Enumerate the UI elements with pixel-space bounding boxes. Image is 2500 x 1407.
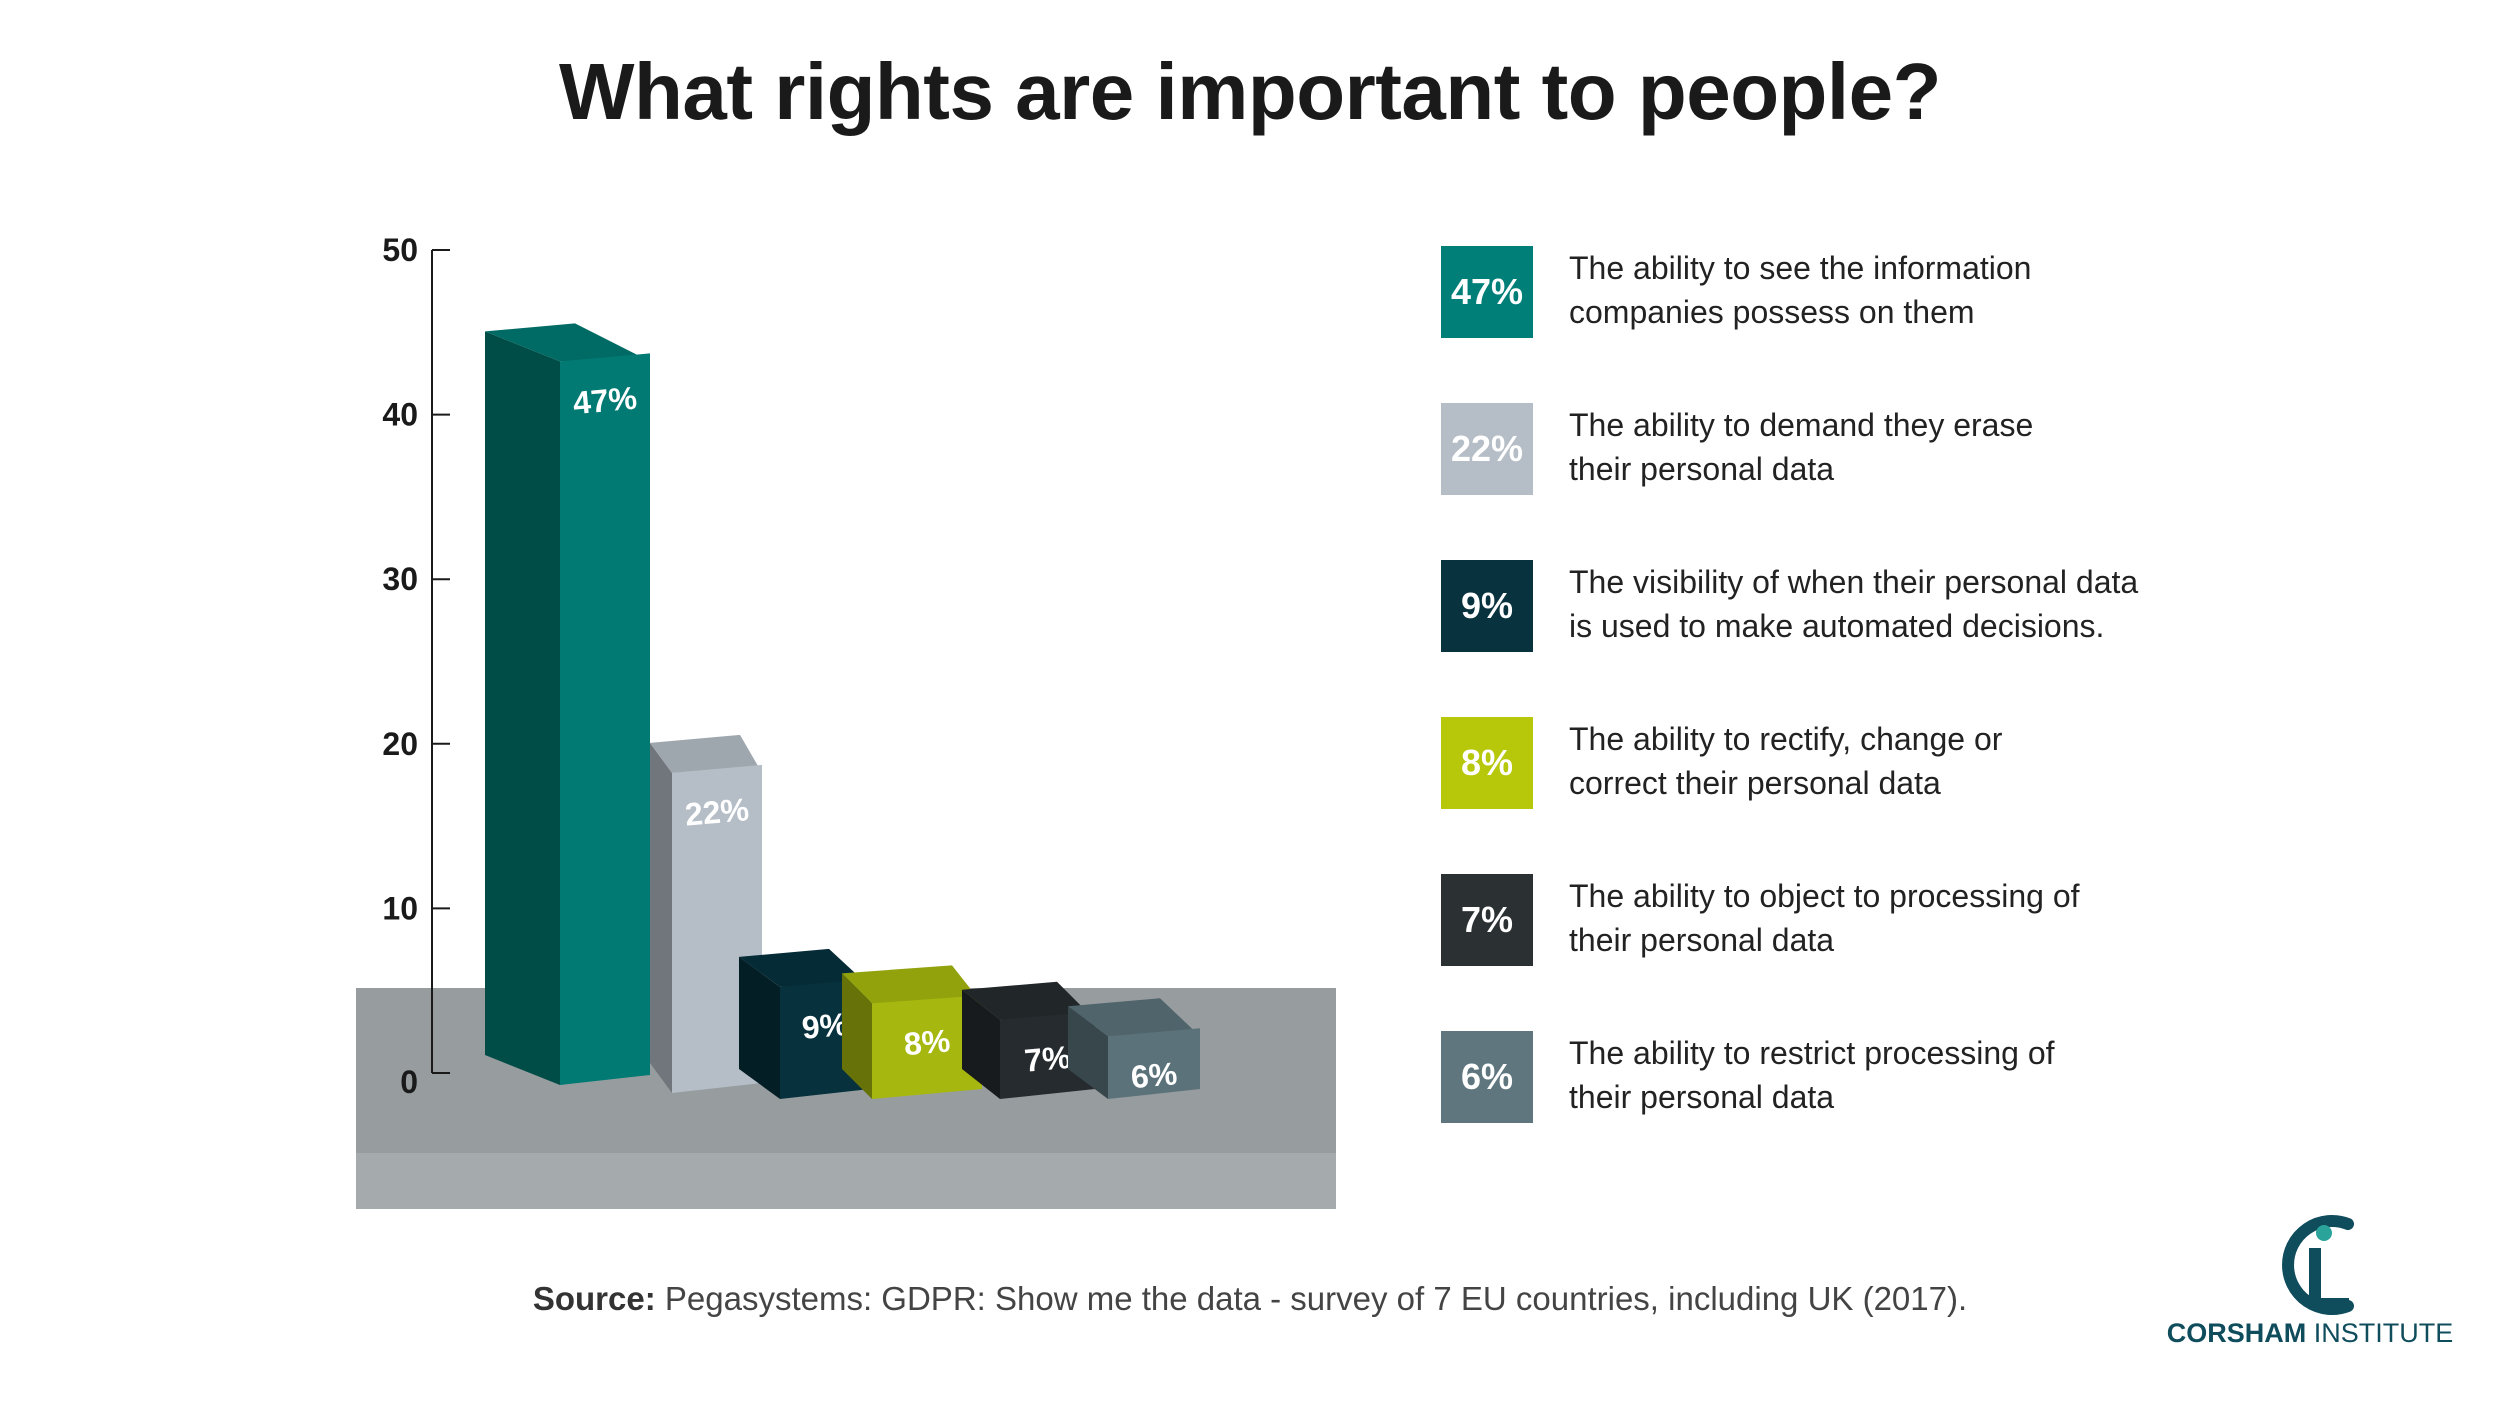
bar-top <box>485 323 650 362</box>
bar-top <box>739 948 870 987</box>
corsham-institute-logo: CORSHAM INSTITUTE <box>2150 1210 2470 1360</box>
bar-value-label: 22% <box>683 791 750 832</box>
bar-side <box>485 331 560 1085</box>
legend-label: The ability to object to processing of t… <box>1569 874 2289 962</box>
legend-label-line: correct their personal data <box>1569 765 1941 801</box>
legend-label-line: The ability to object to processing of <box>1569 878 2080 914</box>
legend-label: The ability to rectify, change or correc… <box>1569 717 2289 805</box>
bar-top <box>962 981 1095 1020</box>
bar <box>872 995 982 1099</box>
legend-label-line: their personal data <box>1569 451 1835 487</box>
legend-swatch: 7% <box>1441 874 1533 966</box>
legend-swatch: 9% <box>1441 560 1533 652</box>
logo-word-corsham: CORSHAM <box>2166 1318 2307 1348</box>
legend-item: 7% The ability to object to processing o… <box>1441 874 2441 966</box>
legend-label-line: The ability to demand they erase <box>1569 407 2034 443</box>
legend-label-line: their personal data <box>1569 1079 1835 1115</box>
bar-side <box>650 742 672 1093</box>
bar-value-label: 7% <box>1023 1039 1072 1079</box>
source-label: Source: <box>532 1280 656 1317</box>
bar-top <box>1068 998 1200 1037</box>
corsham-ci-icon <box>2282 1215 2354 1315</box>
legend-label: The ability to see the information compa… <box>1569 246 2289 334</box>
bar-side <box>1068 1006 1108 1099</box>
legend-label-line: The ability to see the information <box>1569 250 2032 286</box>
legend-label-line: The ability to restrict processing of <box>1569 1035 2055 1071</box>
bar-top <box>650 734 762 773</box>
legend-label-line: The visibility of when their personal da… <box>1569 564 2139 600</box>
legend-label-line: their personal data <box>1569 922 1835 958</box>
bar-side <box>842 973 872 1099</box>
bar-side <box>962 989 1000 1099</box>
legend-swatch: 22% <box>1441 403 1533 495</box>
y-axis-tick-label: 50 <box>382 232 418 268</box>
legend-swatch: 8% <box>1441 717 1533 809</box>
y-axis-tick-label: 30 <box>382 561 418 597</box>
legend-item: 9% The visibility of when their personal… <box>1441 560 2441 652</box>
legend-label-line: is used to make automated decisions. <box>1569 608 2105 644</box>
legend-item: 22% The ability to demand they erase the… <box>1441 403 2441 495</box>
bar-value-label: 9% <box>800 1006 849 1046</box>
bar-value-label: 8% <box>902 1022 951 1062</box>
legend-label: The ability to restrict processing of th… <box>1569 1031 2289 1119</box>
bar <box>1108 1028 1200 1099</box>
logo-wordmark: CORSHAM INSTITUTE <box>2150 1318 2470 1349</box>
y-axis-tick-label: 20 <box>382 726 418 762</box>
bar <box>560 353 650 1085</box>
y-axis-tick-label: 0 <box>400 1064 418 1100</box>
chart-floor-edge <box>356 1153 1336 1209</box>
bar-side <box>739 956 780 1099</box>
legend-label-line: companies possess on them <box>1569 294 1975 330</box>
bar-value-label: 47% <box>571 380 638 421</box>
bar-value-label: 6% <box>1129 1055 1178 1095</box>
legend-swatch: 47% <box>1441 246 1533 338</box>
legend-item: 8% The ability to rectify, change or cor… <box>1441 717 2441 809</box>
legend-item: 6% The ability to restrict processing of… <box>1441 1031 2441 1123</box>
bar-top <box>842 965 982 1004</box>
logo-word-institute: INSTITUTE <box>2313 1318 2454 1348</box>
source-note: Source: Pegasystems: GDPR: Show me the d… <box>0 1280 2500 1318</box>
y-axis-tick-label: 40 <box>382 397 418 433</box>
legend-label: The ability to demand they erase their p… <box>1569 403 2289 491</box>
page-title: What rights are important to people? <box>558 47 1942 136</box>
legend-swatch: 6% <box>1441 1031 1533 1123</box>
source-text: Pegasystems: GDPR: Show me the data - su… <box>664 1280 1968 1317</box>
y-axis-tick-label: 10 <box>382 890 418 926</box>
legend-item: 47% The ability to see the information c… <box>1441 246 2441 338</box>
legend-label: The visibility of when their personal da… <box>1569 560 2289 648</box>
legend-label-line: The ability to rectify, change or <box>1569 721 2003 757</box>
